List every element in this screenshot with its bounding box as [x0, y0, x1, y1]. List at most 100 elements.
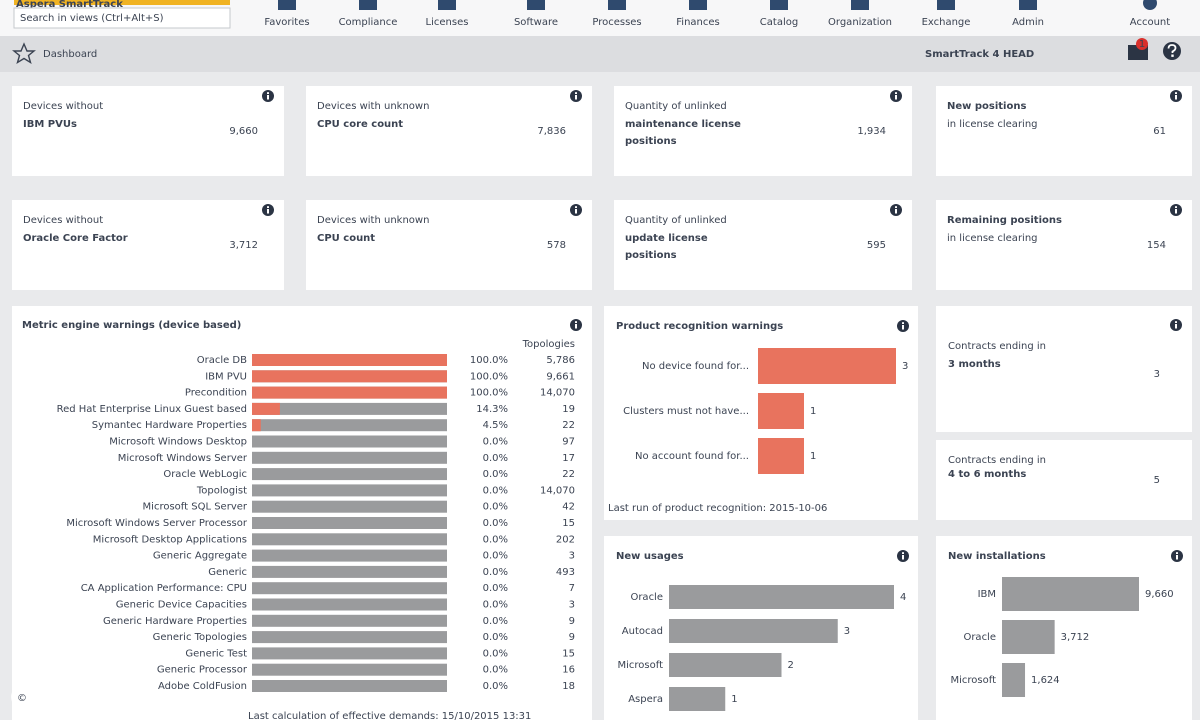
kpi-card [12, 200, 284, 290]
nav-item[interactable]: Processes [592, 17, 641, 28]
kpi-sublabel: in license clearing [947, 119, 1038, 130]
bar-track [252, 631, 447, 644]
panel-footer: Last run of product recognition: 2015-10… [608, 503, 827, 514]
value-label: 3 [844, 626, 850, 637]
nav-item[interactable]: Admin [1012, 17, 1044, 28]
value-label: 1 [810, 406, 816, 417]
bar-track [252, 468, 447, 481]
bar-label: Oracle [630, 592, 663, 603]
topologies: 14,070 [540, 388, 575, 399]
topologies: 493 [556, 567, 575, 578]
bar-label: Microsoft [950, 675, 996, 686]
nav-icon[interactable] [608, 0, 626, 10]
kpi-card [306, 86, 592, 176]
bar-label: No device found for... [642, 361, 749, 372]
kpi-label: Devices with unknown [317, 101, 429, 112]
kpi-value: 154 [1147, 240, 1166, 251]
bar [758, 438, 804, 474]
info-icon-glyph [1175, 321, 1177, 323]
nav-account[interactable]: Account [1130, 17, 1170, 28]
nav-item[interactable]: Favorites [264, 17, 309, 28]
topologies: 22 [562, 420, 575, 431]
row-name: Symantec Hardware Properties [92, 420, 247, 431]
info-icon-glyph [1176, 555, 1178, 560]
nav-icon[interactable] [689, 0, 707, 10]
account-icon[interactable] [1143, 0, 1157, 10]
bar [1002, 663, 1026, 697]
topologies: 9 [569, 632, 575, 643]
bar [669, 687, 726, 711]
kpi-sublabel: update license positions [625, 233, 708, 261]
row-name: CA Application Performance: CPU [81, 583, 247, 594]
nav-icon[interactable] [438, 0, 456, 10]
info-icon-glyph [895, 209, 897, 214]
nav-icon[interactable] [359, 0, 377, 10]
bar [1002, 577, 1139, 611]
kpi-sublabel: IBM PVUs [23, 119, 77, 130]
nav-item[interactable]: Licenses [426, 17, 469, 28]
nav-item[interactable]: Compliance [339, 17, 398, 28]
topologies: 42 [562, 502, 575, 513]
kpi-card [936, 200, 1192, 290]
info-icon-glyph [267, 209, 269, 214]
percent-label: 0.0% [483, 502, 508, 513]
nav-item[interactable]: Software [514, 17, 558, 28]
value-label: 1 [810, 451, 816, 462]
bar [1002, 620, 1055, 654]
percent-label: 0.0% [483, 453, 508, 464]
nav-item[interactable]: Finances [676, 17, 719, 28]
nav-item[interactable]: Catalog [760, 17, 798, 28]
search-placeholder: Search in views (Ctrl+Alt+S) [20, 13, 164, 24]
nav-item[interactable]: Organization [828, 17, 892, 28]
percent-label: 0.0% [483, 648, 508, 659]
nav-icon[interactable] [770, 0, 788, 10]
kpi-sublabel: in license clearing [947, 233, 1038, 244]
row-name: Microsoft Desktop Applications [93, 534, 247, 545]
topologies: 9,661 [546, 371, 575, 382]
kpi-label: Devices without [23, 215, 103, 226]
bar-label: No account found for... [635, 451, 749, 462]
value-label: 1,624 [1031, 675, 1060, 686]
info-icon-glyph [902, 325, 904, 330]
topologies: 97 [562, 437, 575, 448]
percent-label: 0.0% [483, 600, 508, 611]
kpi-card [306, 200, 592, 290]
kpi-label: Quantity of unlinked [625, 101, 727, 112]
version: SmartTrack 4 HEAD [925, 49, 1034, 60]
nav-icon[interactable] [527, 0, 545, 10]
percent-label: 0.0% [483, 551, 508, 562]
search-box[interactable] [13, 7, 231, 29]
info-icon-glyph [895, 206, 897, 208]
kpi-card [936, 86, 1192, 176]
topologies: 7 [569, 583, 575, 594]
nav-item[interactable]: Exchange [922, 17, 971, 28]
info-icon-glyph [267, 206, 269, 208]
row-name: Oracle DB [197, 355, 247, 366]
percent-label: 14.3% [476, 404, 508, 415]
kpi-sublabel: CPU core count [317, 119, 403, 130]
nav-icon[interactable] [278, 0, 296, 10]
kpi-value: 3,712 [229, 240, 258, 251]
percent-label: 0.0% [483, 665, 508, 676]
info-icon-glyph [575, 324, 577, 329]
contract-label: Contracts ending in [948, 341, 1046, 352]
info-icon-glyph [575, 95, 577, 100]
kpi-card [614, 86, 912, 176]
nav-icon[interactable] [1019, 0, 1037, 10]
value-label: 3,712 [1061, 632, 1090, 643]
percent-label: 4.5% [483, 420, 508, 431]
percent-label: 0.0% [483, 616, 508, 627]
panel [936, 536, 1192, 720]
bar [758, 393, 804, 429]
bar-track [252, 582, 447, 595]
topologies: 3 [569, 551, 575, 562]
row-name: Generic Hardware Properties [103, 616, 247, 627]
nav-icon[interactable] [851, 0, 869, 10]
percent-label: 0.0% [483, 567, 508, 578]
info-icon-glyph [1175, 209, 1177, 214]
favorite-star[interactable] [12, 42, 36, 65]
bar-track [252, 419, 447, 432]
bar-track [252, 614, 447, 627]
kpi-label: Quantity of unlinked [625, 215, 727, 226]
nav-icon[interactable] [937, 0, 955, 10]
